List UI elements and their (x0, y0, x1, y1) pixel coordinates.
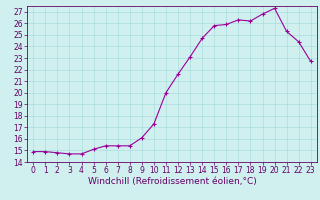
X-axis label: Windchill (Refroidissement éolien,°C): Windchill (Refroidissement éolien,°C) (88, 177, 256, 186)
